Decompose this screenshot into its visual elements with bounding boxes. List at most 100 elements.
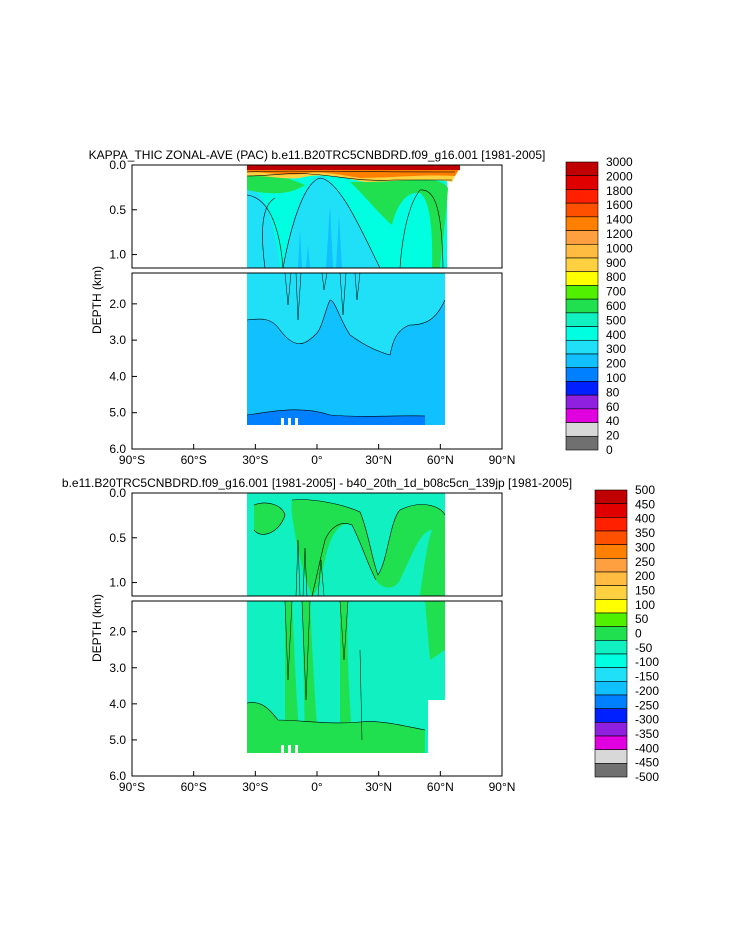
panel-1-upper-frame xyxy=(131,164,503,269)
y-tick-label: 0.5 xyxy=(109,203,126,217)
y-tick-label: 2.0 xyxy=(109,297,126,311)
panel-2-contour-d xyxy=(246,702,426,731)
colorbar-swatch xyxy=(565,216,599,231)
panel-1-colorbar: 3000200018001600140012001000900800700600… xyxy=(565,155,633,457)
colorbar-label: 900 xyxy=(606,256,626,270)
panel-2-streaks-lower xyxy=(284,601,363,741)
panel-2-y-ticks: 0.0 0.5 1.0 2.0 3.0 4.0 5.0 6.0 xyxy=(109,486,137,783)
colorbar-label: -300 xyxy=(635,713,659,727)
panel-1-contour-b xyxy=(262,197,276,268)
colorbar-label: -100 xyxy=(635,655,659,669)
colorbar-swatch xyxy=(565,326,599,341)
colorbar-swatch xyxy=(565,339,599,355)
panel-2-title: b.e11.B20TRC5CNBDRD.f09_g16.001 [1981-20… xyxy=(62,476,572,490)
colorbar-label: 500 xyxy=(606,313,626,327)
colorbar-swatch xyxy=(594,681,628,696)
panel-1-region-mid-depth xyxy=(247,273,445,355)
colorbar-label: -500 xyxy=(635,770,659,784)
panel-2-contour-b xyxy=(291,499,446,576)
colorbar-label: 40 xyxy=(606,414,620,428)
colorbar-label: 0 xyxy=(635,627,642,641)
panel-2-region-positive-west xyxy=(254,503,285,535)
colorbar-swatch xyxy=(565,394,599,410)
colorbar-swatch xyxy=(594,735,628,750)
y-tick-label: 5.0 xyxy=(109,406,126,420)
panel-2-field-upper xyxy=(247,493,446,596)
y-tick-label: 6.0 xyxy=(109,769,126,783)
x-tick-label: 90°S xyxy=(119,780,145,794)
panel-1-bottom-gap-b xyxy=(288,418,291,425)
panel-2-bottom-gap-a xyxy=(281,745,284,753)
panel-2-region-bottom xyxy=(247,702,425,753)
panel-1-region-central-lobe xyxy=(283,176,380,268)
y-tick-label: 1.0 xyxy=(109,248,126,262)
panel-1-contour-d xyxy=(399,189,444,268)
panel-1-contour-a xyxy=(246,194,284,268)
colorbar-swatch xyxy=(594,626,628,641)
colorbar-label: 450 xyxy=(635,497,655,511)
colorbar-swatch xyxy=(594,544,628,559)
panel-1-bottom-gap-a xyxy=(281,418,284,425)
panel-1-region-green-east xyxy=(350,178,448,268)
panel-2-north-mask xyxy=(428,700,445,753)
colorbar-label: 400 xyxy=(635,512,655,526)
colorbar-label: 300 xyxy=(606,342,626,356)
panel-1-contour-h xyxy=(246,409,426,417)
x-tick-label: 60°N xyxy=(427,780,454,794)
colorbar-swatch xyxy=(594,653,628,668)
colorbar-swatch xyxy=(594,571,628,586)
colorbar-swatch xyxy=(565,435,599,451)
panel-2-region-positive-center xyxy=(291,499,445,596)
panel-1-region-bottom xyxy=(247,409,425,425)
colorbar-label: 50 xyxy=(635,612,649,626)
colorbar-swatch xyxy=(594,558,628,573)
panel-2: b.e11.B20TRC5CNBDRD.f09_g16.001 [1981-20… xyxy=(62,476,572,794)
colorbar-label: 100 xyxy=(606,371,626,385)
colorbar-swatch xyxy=(565,298,599,314)
colorbar-label: 150 xyxy=(635,583,655,597)
y-tick-label: 4.0 xyxy=(109,369,126,383)
colorbar-label: -150 xyxy=(635,670,659,684)
colorbar-label: 60 xyxy=(606,400,620,414)
colorbar-label: 200 xyxy=(606,357,626,371)
colorbar-label: 80 xyxy=(606,385,620,399)
colorbar-label: 100 xyxy=(635,598,655,612)
panel-2-bottom-gap-c xyxy=(295,745,298,753)
x-tick-label: 0° xyxy=(311,453,323,467)
panel-1-contour-g xyxy=(246,299,446,356)
colorbar-swatch xyxy=(594,640,628,655)
colorbar-swatch xyxy=(565,175,599,190)
panel-1-bottom-gap-c xyxy=(295,418,298,425)
colorbar-label: 700 xyxy=(606,285,626,299)
colorbar-swatch xyxy=(594,612,628,627)
colorbar-label: 800 xyxy=(606,270,626,284)
y-tick-label: 5.0 xyxy=(109,733,126,747)
colorbar-label: 250 xyxy=(635,555,655,569)
colorbar-label: 300 xyxy=(635,540,655,554)
panel-1-contour-c xyxy=(282,177,381,268)
colorbar-swatch xyxy=(565,312,599,327)
colorbar-swatch xyxy=(594,599,628,614)
colorbar-label: -250 xyxy=(635,698,659,712)
x-tick-label: 30°S xyxy=(242,780,268,794)
panel-2-contour-c xyxy=(311,523,377,596)
y-tick-label: 0.0 xyxy=(109,158,126,172)
x-tick-label: 30°S xyxy=(242,453,268,467)
panel-2-upper-frame xyxy=(131,492,503,597)
colorbar-swatch xyxy=(565,381,599,396)
panel-1-contour-f xyxy=(246,170,456,173)
panel-1-region-north-edge xyxy=(425,350,445,425)
colorbar-swatch xyxy=(594,517,628,532)
colorbar-swatch xyxy=(565,271,599,286)
colorbar-label: 1600 xyxy=(606,198,633,212)
y-tick-label: 6.0 xyxy=(109,442,126,456)
colorbar-label: 400 xyxy=(606,328,626,342)
colorbar-label: -400 xyxy=(635,741,659,755)
x-tick-label: 60°N xyxy=(427,453,454,467)
y-tick-label: 0.5 xyxy=(109,531,126,545)
panel-2-ylabel: DEPTH (km) xyxy=(90,594,104,662)
x-tick-label: 30°N xyxy=(365,780,392,794)
colorbar-label: -200 xyxy=(635,684,659,698)
colorbar-label: 1400 xyxy=(606,213,633,227)
panel-1-region-orange-band xyxy=(247,168,460,178)
